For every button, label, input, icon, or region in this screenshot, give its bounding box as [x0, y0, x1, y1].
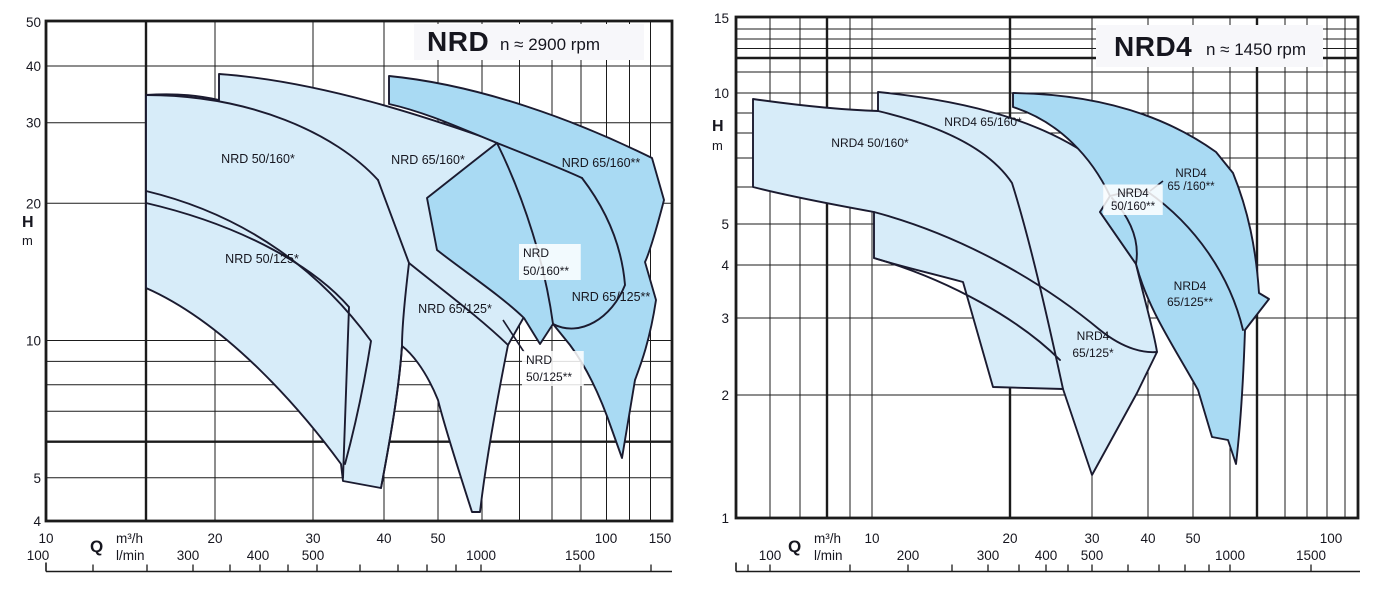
envelope-label-nrd-50-160ss: 50/160** [523, 264, 569, 278]
h-axis-tick-label: 5 [721, 217, 729, 232]
chart-nrd4-1450: NRD4 n ≈ 1450 rpm NRD4 50/160* NRD4 65/160*… [712, 11, 1360, 573]
chart-title: NRD4 [1114, 31, 1192, 62]
h-axis-tick-label: 50 [26, 15, 41, 30]
q-axis-m3h-tick-label: 50 [1185, 531, 1200, 546]
q-axis-symbol: Q [90, 537, 103, 556]
pump-curve-line [1147, 191, 1244, 331]
q-axis-lmin-tick-label: 1500 [565, 548, 595, 563]
label-background [1103, 184, 1163, 215]
envelope-label-nrd4-65-160ss: NRD4 [1175, 168, 1207, 180]
q-axis-unit-lmin: l/min [814, 548, 843, 563]
q-axis-lmin-tick-label: 300 [177, 548, 200, 563]
h-axis-symbol: H [712, 118, 724, 135]
h-axis-symbol: H [22, 214, 34, 231]
envelope-label-nrd4-65-125ss: 65/125** [1167, 295, 1213, 309]
q-axis-lmin-tick-label: 1000 [466, 548, 496, 563]
q-axis-symbol: Q [788, 537, 801, 556]
pump-curve-line [877, 110, 1064, 390]
envelope-label-nrd-50-160s: NRD 50/160* [221, 152, 295, 166]
title-box [1096, 25, 1323, 67]
envelope-label-nrd4-65-125s: NRD4 [1077, 329, 1110, 343]
h-axis-tick-label: 10 [714, 86, 729, 101]
q-axis-lmin-tick-label: 400 [1035, 548, 1058, 563]
q-axis-lmin-tick-label: 300 [977, 548, 1000, 563]
q-axis-unit-m3h: m³/h [814, 531, 841, 546]
h-axis-tick-label: 20 [26, 196, 41, 211]
pump-curve-line [873, 211, 1158, 354]
envelope-label-nrd-65-160s: NRD 65/160* [391, 153, 465, 167]
pump-curve-line [145, 202, 350, 479]
q-axis-m3h-tick-label: 100 [1320, 531, 1343, 546]
q-axis-m3h-tick-label: 20 [207, 531, 222, 546]
q-axis-lmin-tick-label: 1000 [1215, 548, 1245, 563]
q-axis-m3h-tick-label: 10 [864, 531, 879, 546]
h-axis-tick-label: 40 [26, 59, 41, 74]
q-axis-m3h-tick-label: 20 [1002, 531, 1017, 546]
chart-nrd-2900: NRD n ≈ 2900 rpm NRD 50/160* NRD 50/125* NRD… [22, 15, 674, 573]
q-axis-m3h-tick-label: 10 [38, 531, 53, 546]
q-axis-lmin-tick-label: 500 [1081, 548, 1104, 563]
pump-curve-line [496, 142, 554, 325]
h-axis-tick-label: 4 [33, 514, 41, 529]
h-axis-unit: m [22, 233, 33, 248]
q-axis-m3h-tick-label: 40 [376, 531, 391, 546]
envelope-label-nrd-65-160ss: NRD 65/160** [562, 156, 641, 170]
h-axis-unit: m [712, 138, 723, 153]
envelope-label-nrd4-50-160ss: NRD4 [1117, 188, 1149, 200]
h-axis-tick-label: 5 [33, 471, 41, 486]
label-background [519, 244, 581, 280]
q-axis-lmin-tick-label: 400 [247, 548, 270, 563]
q-axis-m3h-tick-label: 100 [595, 531, 618, 546]
pump-curve-line [552, 177, 626, 330]
envelope-label-nrd-50-125s: NRD 50/125* [225, 252, 299, 266]
q-axis-lmin-tick-label: 200 [897, 548, 920, 563]
q-axis-unit-m3h: m³/h [116, 531, 143, 546]
envelope-label-nrd-50-160ss: NRD [523, 246, 549, 260]
envelope-label-nrd4-65-160ss: 65 /160** [1167, 181, 1215, 193]
q-axis-lmin-tick-label: 500 [302, 548, 325, 563]
q-axis-lmin-tick-label: 100 [27, 548, 50, 563]
envelope-label-nrd-65-125ss: NRD 65/125** [572, 290, 651, 304]
envelope-label-nrd4-65-125s: 65/125* [1072, 346, 1114, 360]
h-axis-tick-label: 10 [26, 334, 41, 349]
envelope-label-nrd-50-125ss: NRD [526, 353, 552, 367]
pump-curve-line [145, 190, 373, 465]
h-axis-tick-label: 30 [26, 116, 41, 131]
envelope-label-nrd4-50-160ss: 50/160** [1111, 201, 1156, 213]
q-axis-m3h-tick-label: 30 [1084, 531, 1099, 546]
q-axis-m3h-tick-label: 30 [305, 531, 320, 546]
chart-subtitle: n ≈ 1450 rpm [1206, 40, 1306, 59]
q-axis-unit-lmin: l/min [116, 548, 145, 563]
chart-subtitle: n ≈ 2900 rpm [500, 35, 600, 54]
q-axis-lmin-tick-label: 1500 [1296, 548, 1326, 563]
q-axis-m3h-tick-label: 150 [649, 531, 672, 546]
envelope-label-nrd-50-125ss: 50/125** [526, 370, 572, 384]
label-leader-line [502, 319, 525, 353]
label-background [522, 351, 584, 386]
h-axis-tick-label: 1 [721, 511, 729, 526]
pump-curve-line [377, 179, 410, 489]
q-axis-m3h-tick-label: 40 [1140, 531, 1155, 546]
h-axis-tick-label: 4 [721, 258, 729, 273]
plot-border [734, 15, 1360, 520]
h-axis-tick-label: 2 [721, 388, 729, 403]
pump-curve-line [496, 142, 583, 179]
envelope-label-nrd-65-125s: NRD 65/125* [418, 302, 492, 316]
h-axis-tick-label: 15 [714, 11, 729, 26]
q-axis-lmin-tick-label: 100 [759, 548, 782, 563]
h-axis-tick-label: 3 [721, 311, 729, 326]
envelope-label-nrd4-50-160s: NRD4 50/160* [831, 136, 909, 150]
envelope-label-nrd4-65-125ss: NRD4 [1174, 279, 1207, 293]
q-axis-m3h-tick-label: 50 [430, 531, 445, 546]
chart-title: NRD [427, 26, 489, 57]
pump-curve-line [408, 262, 509, 346]
envelope-label-nrd4-65-160s: NRD4 65/160* [944, 115, 1022, 129]
pump-curve-line [873, 257, 1061, 361]
pump-curve-line [145, 94, 379, 181]
title-box [414, 24, 644, 60]
plot-border [44, 19, 674, 523]
